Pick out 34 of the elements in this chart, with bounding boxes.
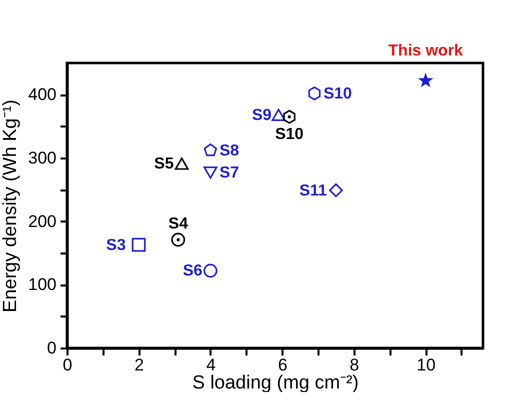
y-tick-label: 100 <box>28 275 56 294</box>
point <box>329 183 343 198</box>
series-label: S5 <box>154 156 174 173</box>
point <box>174 158 189 170</box>
x-tick-label: 2 <box>134 356 144 374</box>
series-label: S8 <box>219 142 240 160</box>
x-tick-label: 4 <box>206 356 216 374</box>
series-label: S3 <box>106 236 126 254</box>
x-tick-label: 0 <box>62 356 72 374</box>
series-label: S11 <box>299 182 328 200</box>
point <box>308 86 321 100</box>
series-label: S10 <box>275 126 304 143</box>
point <box>204 166 218 179</box>
point <box>283 110 296 124</box>
series-label: S4 <box>168 216 188 233</box>
point <box>204 143 218 156</box>
point <box>418 72 434 88</box>
series-label: S6 <box>182 262 203 280</box>
x-tick-label: 10 <box>416 356 436 374</box>
series-label: This work <box>388 42 464 60</box>
x-tick-label: 6 <box>278 356 288 374</box>
point <box>132 238 146 252</box>
point <box>204 264 218 278</box>
series-label: S10 <box>323 85 352 102</box>
y-tick-label: 200 <box>28 212 56 231</box>
y-axis-title: Energy density (Wh Kg⁻¹) <box>0 100 22 312</box>
point <box>272 108 286 122</box>
series-label: S7 <box>219 164 240 182</box>
series-label: S9 <box>252 106 272 124</box>
point <box>171 232 186 247</box>
x-tick-label: 8 <box>350 356 360 374</box>
y-tick-label: 0 <box>47 338 56 358</box>
y-tick-label: 300 <box>28 148 56 168</box>
y-tick-label: 400 <box>28 85 56 104</box>
